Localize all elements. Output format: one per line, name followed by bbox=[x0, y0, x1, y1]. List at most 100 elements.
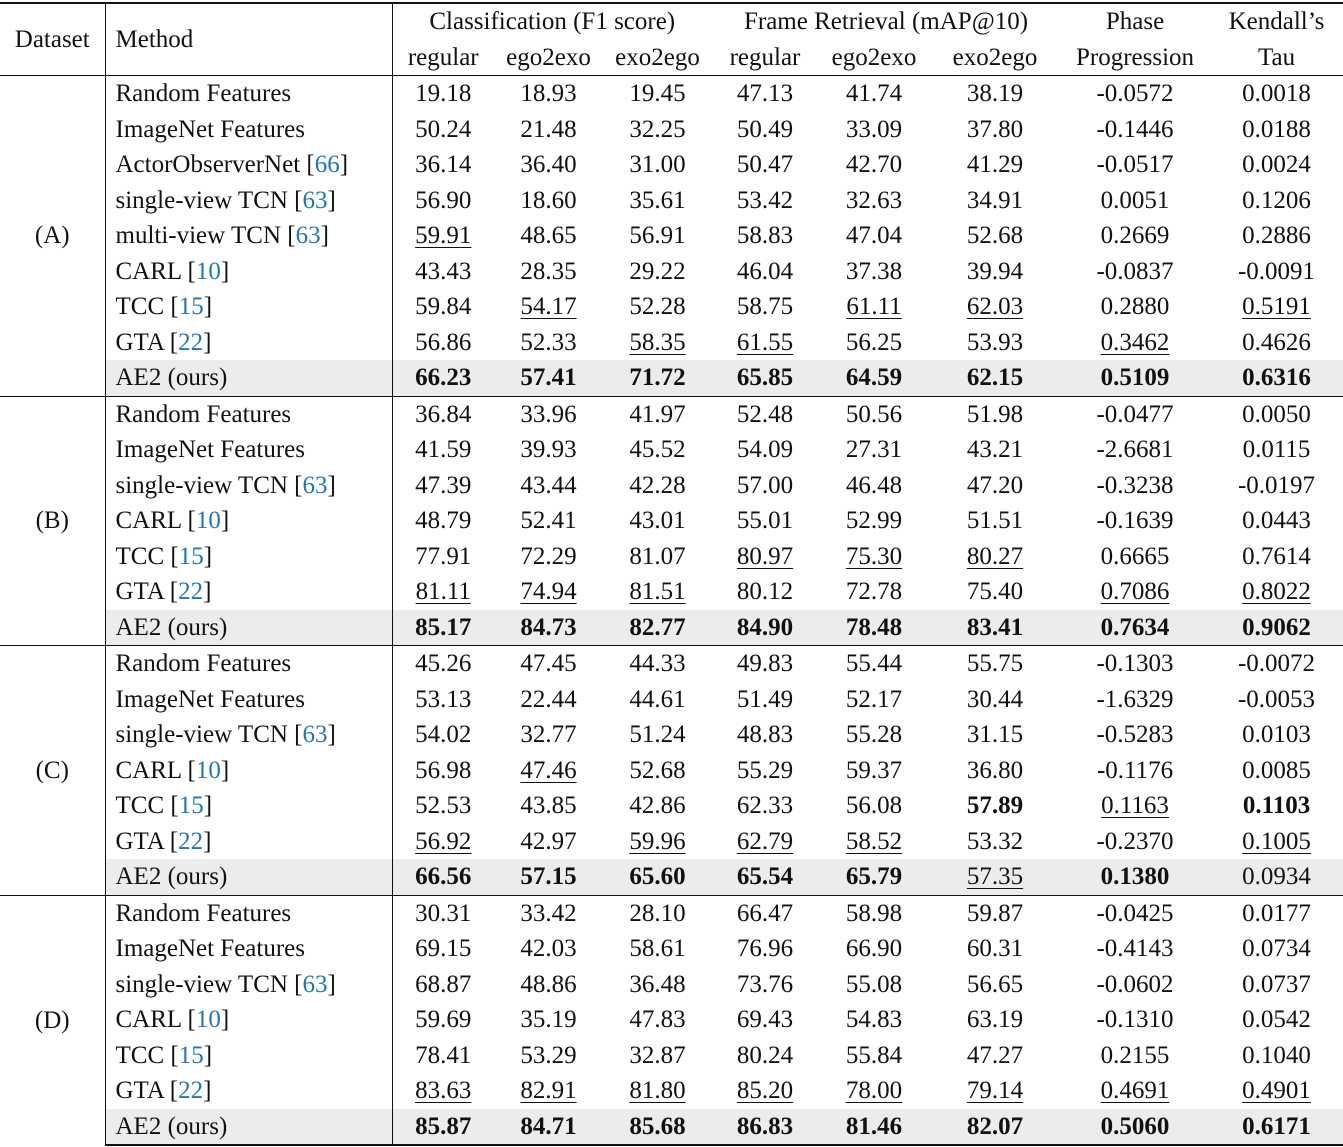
value-cell: 0.0734 bbox=[1210, 931, 1343, 967]
value-cell: 0.6665 bbox=[1060, 539, 1210, 575]
value: 0.1040 bbox=[1242, 1041, 1311, 1069]
value: 80.97 bbox=[736, 542, 794, 570]
value: 36.14 bbox=[415, 151, 472, 178]
value: 44.61 bbox=[629, 685, 686, 713]
value: 54.83 bbox=[845, 1006, 903, 1033]
value-cell: 21.48 bbox=[494, 112, 603, 148]
value: 55.84 bbox=[845, 1041, 903, 1069]
value: 52.41 bbox=[520, 507, 577, 534]
method-cell: GTA [22] bbox=[105, 1073, 393, 1109]
value: 57.15 bbox=[520, 863, 577, 890]
value-cell: 59.87 bbox=[930, 894, 1061, 931]
value-cell: 58.52 bbox=[818, 824, 930, 860]
value-cell: 55.01 bbox=[712, 503, 818, 539]
value: 79.14 bbox=[966, 1077, 1024, 1104]
method-cell: Random Features bbox=[105, 894, 393, 931]
value-cell: 48.65 bbox=[494, 218, 603, 254]
value: 81.46 bbox=[845, 1112, 903, 1140]
value: 65.60 bbox=[629, 863, 686, 890]
value-cell: 27.31 bbox=[818, 432, 930, 468]
value-cell: 85.17 bbox=[392, 609, 494, 646]
method-cell: GTA [22] bbox=[105, 324, 393, 360]
value: 68.87 bbox=[415, 970, 472, 998]
value-cell: 51.49 bbox=[712, 682, 818, 718]
value-cell: 0.1206 bbox=[1210, 183, 1343, 219]
value-cell: 65.60 bbox=[603, 859, 712, 895]
value: 85.68 bbox=[629, 1112, 686, 1140]
citation: 22 bbox=[178, 578, 204, 605]
value: 48.65 bbox=[520, 222, 577, 249]
citation: 63 bbox=[295, 222, 321, 249]
value: 84.71 bbox=[520, 1112, 577, 1140]
value-cell: 18.60 bbox=[494, 183, 603, 219]
value-cell: 56.90 bbox=[392, 183, 494, 219]
value: 52.17 bbox=[845, 685, 903, 713]
dataset-label: (A) bbox=[0, 75, 106, 396]
table-row: (A) Random Features 19.18 18.93 19.45 47.13 41… bbox=[0, 75, 1343, 396]
value: 0.7634 bbox=[1100, 613, 1170, 641]
value: 54.17 bbox=[520, 293, 577, 320]
value: 59.91 bbox=[415, 222, 472, 249]
value-cell: 19.45 bbox=[603, 76, 712, 112]
value: 65.54 bbox=[736, 863, 794, 890]
value-cell: 78.00 bbox=[818, 1073, 930, 1109]
value-cell: 0.7634 bbox=[1060, 609, 1211, 646]
value-cell: 32.25 bbox=[603, 112, 712, 148]
value: 59.69 bbox=[415, 1006, 472, 1033]
method-cell: ImageNet Features bbox=[105, 432, 393, 468]
value: 30.31 bbox=[415, 899, 472, 927]
value: 85.17 bbox=[415, 613, 472, 641]
value: 56.91 bbox=[629, 222, 686, 249]
value: 56.08 bbox=[845, 792, 903, 819]
table-body: (A) Random Features 19.18 18.93 19.45 47.13 41… bbox=[0, 75, 1343, 1146]
value-cell: 0.0085 bbox=[1210, 753, 1343, 789]
value-cell: 57.15 bbox=[494, 859, 603, 895]
table-row: GTA [22] 83.63 82.91 81.80 85.20 78.00 79.14 0.… bbox=[0, 1073, 1343, 1109]
value-cell: -0.1176 bbox=[1060, 753, 1210, 789]
value-cell: 85.68 bbox=[603, 1108, 712, 1146]
value-cell: 37.38 bbox=[818, 254, 930, 290]
value-cell: 36.48 bbox=[603, 967, 712, 1003]
value-cell: 80.24 bbox=[712, 1038, 818, 1074]
value: 0.8022 bbox=[1242, 578, 1311, 605]
value: 18.93 bbox=[520, 80, 577, 107]
method-cell: multi-view TCN [63] bbox=[105, 218, 393, 254]
value-cell: 69.15 bbox=[392, 931, 494, 967]
value-cell: 0.0050 bbox=[1210, 395, 1343, 432]
value-cell: 0.1103 bbox=[1210, 788, 1343, 824]
table-row: multi-view TCN [63] 59.91 48.65 56.91 58.83 4… bbox=[0, 218, 1343, 254]
value-cell: 0.4626 bbox=[1210, 325, 1343, 361]
value-cell: 50.49 bbox=[712, 112, 818, 148]
table-row: single-view TCN [63] 56.90 18.60 35.61 53.42… bbox=[0, 182, 1343, 219]
value-cell: 80.12 bbox=[712, 574, 818, 610]
value-cell: 0.2880 bbox=[1060, 289, 1210, 325]
value-cell: -0.0517 bbox=[1060, 147, 1210, 183]
value: 83.63 bbox=[415, 1077, 472, 1104]
value-cell: -0.2370 bbox=[1060, 824, 1210, 860]
value-cell: 83.63 bbox=[392, 1073, 494, 1109]
value: 36.48 bbox=[629, 970, 686, 998]
value-cell: 28.35 bbox=[494, 254, 603, 290]
value-cell: 66.23 bbox=[392, 360, 494, 396]
value-cell: 58.35 bbox=[603, 325, 712, 361]
value-cell: 58.98 bbox=[818, 894, 930, 931]
value: 65.79 bbox=[845, 863, 903, 890]
value: 75.40 bbox=[966, 578, 1024, 605]
value: 43.01 bbox=[629, 507, 686, 534]
method-cell: ImageNet Features bbox=[105, 931, 393, 967]
value: 0.0024 bbox=[1242, 151, 1311, 178]
value-cell: 49.83 bbox=[712, 645, 818, 682]
value: 0.9062 bbox=[1242, 613, 1311, 641]
value-cell: 54.09 bbox=[712, 432, 818, 468]
method-cell: TCC [15] bbox=[105, 788, 393, 824]
citation: 63 bbox=[302, 721, 328, 748]
value: 50.47 bbox=[736, 151, 794, 178]
value: -0.0425 bbox=[1096, 899, 1174, 927]
value-cell: 42.03 bbox=[494, 931, 603, 967]
value-cell: 48.83 bbox=[712, 717, 818, 753]
value: 74.94 bbox=[520, 578, 577, 605]
value: 65.85 bbox=[736, 364, 794, 391]
value: 59.87 bbox=[966, 899, 1024, 927]
value: 35.61 bbox=[629, 186, 686, 214]
method-cell: AE2 (ours) bbox=[105, 609, 393, 646]
